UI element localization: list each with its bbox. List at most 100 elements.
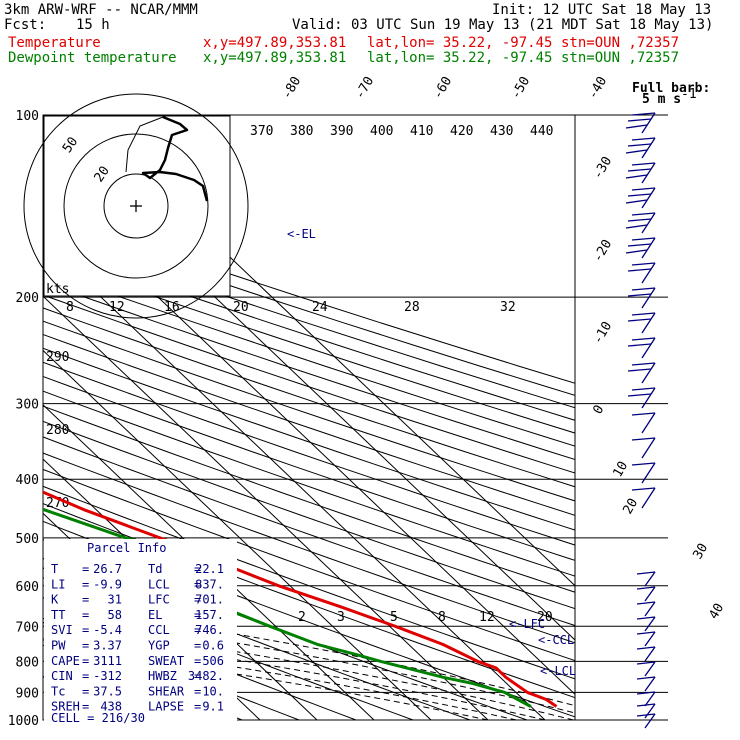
isotherm-label: 30 (690, 541, 711, 562)
temperature-xy: x,y=497.89,353.81 (203, 35, 347, 51)
parcel-info-value: -9.9 (93, 577, 122, 591)
wind-barb (627, 287, 656, 309)
parcel-info-value: 9.1 (202, 700, 224, 714)
moist-adiabat (43, 644, 489, 721)
isotherm (43, 241, 546, 721)
temperature-trace (43, 490, 558, 708)
parcel-info-value: 37.5 (93, 684, 122, 698)
theta-label: 440 (530, 124, 553, 139)
wind-barb (636, 691, 656, 707)
parcel-info-value: 438 (100, 700, 122, 714)
mixing-ratio-label: 24 (312, 300, 328, 315)
dry-adiabat (43, 281, 575, 460)
mixing-ratio-label: 8 (66, 300, 74, 315)
ccl-marker: <-CCL (538, 633, 574, 647)
wind-barb (631, 487, 656, 509)
parcel-info-value: 31 (108, 593, 122, 607)
temperature-station: stn=OUN ,72357 (561, 35, 680, 51)
theta-label: 390 (330, 124, 353, 139)
parcel-info-panel: Parcel Info T 26.7 Td 22.1= =LI -9.9 LCL 837.= =… (44, 539, 237, 729)
isotherm-label: -50 (508, 74, 533, 102)
mixing-ratio-label: 28 (404, 300, 420, 315)
dewpoint-station: stn=OUN ,72357 (561, 50, 680, 66)
parcel-info-key: LCL (148, 577, 170, 591)
parcel-info-equals: = (82, 577, 89, 591)
parcel-info-value: 506 (202, 654, 224, 668)
mixing-ratio-label: 8 (438, 610, 446, 625)
wind-barb (627, 312, 656, 334)
dry-adiabat (43, 468, 575, 662)
dry-adiabat (43, 436, 575, 627)
init-time: Init: 12 UTC Sat 18 May 13 (492, 2, 712, 18)
mixing-ratio-label: 20 (233, 300, 249, 315)
parcel-info-equals: = (194, 608, 201, 622)
mixing-ratio-label: 2 (298, 610, 306, 625)
parcel-info-equals: = (82, 684, 89, 698)
wind-barb (625, 112, 656, 134)
dry-adiabat (43, 347, 575, 531)
wind-barb (625, 187, 656, 209)
parcel-info-equals: = (194, 577, 201, 591)
hodograph-ring-label-outer: 50 (60, 135, 81, 156)
dry-adiabat (43, 485, 575, 680)
mixing-ratio-label: 5 (390, 610, 398, 625)
moist-adiabat (43, 629, 546, 721)
parcel-info-value: 701. (195, 593, 224, 607)
isotherm (43, 295, 489, 721)
wind-barb (636, 661, 656, 677)
dry-adiabat (43, 405, 575, 593)
hodograph-trace-upper (125, 116, 164, 173)
parcel-info-value: 0.6 (202, 639, 224, 653)
theta-label: 370 (250, 124, 273, 139)
pressure-tick-label: 700 (16, 620, 39, 635)
dry-adiabat (43, 390, 575, 577)
dry-adiabat (43, 307, 575, 488)
isotherm-label: -40 (585, 74, 610, 102)
parcel-info-value: -5.4 (93, 623, 122, 637)
parcel-info-key: LFC (148, 593, 170, 607)
isotherm-label: 20 (620, 496, 641, 517)
wind-barb (627, 362, 656, 384)
barb-legend-line1: Full barb: (632, 81, 710, 96)
parcel-info-key: T (51, 562, 58, 576)
parcel-info-key: SWEAT (148, 654, 184, 668)
lcl-marker: <-LCL (540, 664, 576, 678)
wind-barb (625, 162, 656, 184)
dry-adiabat (43, 257, 575, 434)
wind-barb (636, 571, 656, 587)
hodograph-ring-label-inner: 20 (92, 164, 113, 185)
isotherm-label: -60 (430, 74, 455, 102)
mixing-ratio-label: 12 (479, 610, 495, 625)
dewpoint-legend: Dewpoint temperature (8, 50, 177, 66)
wind-barb (627, 262, 656, 284)
theta-label: 400 (370, 124, 393, 139)
wind-barb (636, 703, 656, 719)
parcel-info-equals: = (82, 669, 89, 683)
parcel-info-equals: = (82, 593, 89, 607)
wind-barb (631, 437, 656, 459)
parcel-info-value: 157. (195, 608, 224, 622)
mixing-ratio-label: 32 (500, 300, 516, 315)
parcel-info-equals: = (194, 639, 201, 653)
dry-adiabat (43, 210, 575, 384)
barb-legend-line2: 5 m s (642, 92, 681, 107)
parcel-info-key: Td (148, 562, 162, 576)
parcel-info-key: EL (148, 608, 162, 622)
parcel-info-equals: = (82, 700, 89, 714)
pressure-tick-label: 800 (16, 655, 39, 670)
parcel-info-key: CIN (51, 669, 73, 683)
parcel-info-value: 22.1 (195, 562, 224, 576)
lfc-marker: <-LFC (509, 617, 545, 631)
isotherm (43, 404, 375, 721)
pressure-tick-label: 500 (16, 532, 39, 547)
dry-adiabat (43, 245, 575, 421)
parcel-info-key: CCL (148, 623, 170, 637)
parcel-info-equals: = (82, 562, 89, 576)
isotherm-label: -70 (352, 74, 377, 102)
mixing-ratio-label: 20 (537, 610, 553, 625)
wind-barb (625, 212, 656, 234)
parcel-info-key: YGP (148, 639, 170, 653)
hodograph-ring (103, 173, 169, 239)
parcel-info-value: 3111 (93, 654, 122, 668)
